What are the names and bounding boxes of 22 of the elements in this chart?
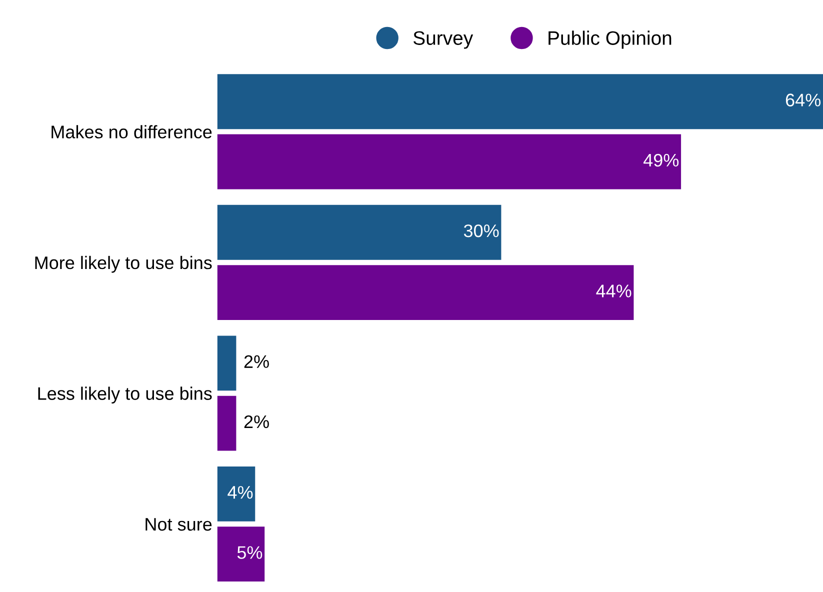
bar <box>217 396 236 451</box>
bar <box>217 204 502 260</box>
bar <box>217 134 682 190</box>
data-label: 64% <box>786 94 821 106</box>
data-label: 5% <box>237 546 262 559</box>
y-tick-label: More likely to use bins <box>35 256 212 273</box>
legend-label: Public Opinion <box>548 30 672 49</box>
bar <box>217 336 236 391</box>
data-label: 2% <box>244 355 269 368</box>
data-label: 4% <box>228 486 253 499</box>
bar <box>217 265 634 320</box>
data-label: 44% <box>596 284 632 298</box>
data-label: 49% <box>643 154 679 167</box>
data-label: 2% <box>244 415 269 428</box>
y-tick-label: Less likely to use bins <box>38 386 212 404</box>
bar <box>217 74 823 130</box>
legend-label: Survey <box>413 31 474 49</box>
data-label: 30% <box>464 224 499 238</box>
bar <box>217 466 256 522</box>
y-tick-label: Not sure <box>146 518 212 531</box>
y-tick-label: Makes no difference <box>52 125 212 138</box>
bar <box>217 526 265 582</box>
